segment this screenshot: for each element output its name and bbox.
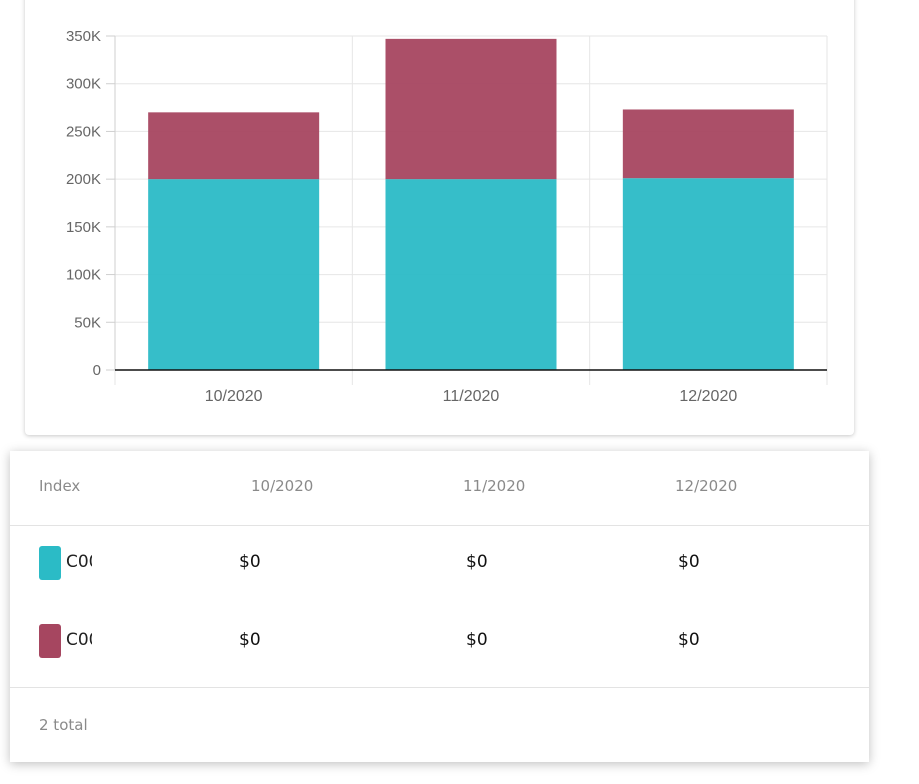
header-col-3[interactable]: 12/2020 [675,477,738,495]
bar-segment [385,179,557,370]
bar-segment [148,179,320,370]
table-cell: $0 [239,552,261,572]
data-table: Index 10/2020 11/2020 12/2020 C00 $0 $0 … [10,451,869,762]
y-tick-label: 100K [66,267,101,284]
row-count: 2 total [39,716,88,734]
y-tick-label: 150K [66,219,101,236]
x-tick-label: 11/2020 [443,388,500,405]
table-header: Index 10/2020 11/2020 12/2020 [10,451,869,526]
y-tick-label: 300K [66,76,101,93]
chart-card: 0 50K 100K 150K 200K 250K 300K 350K 10/2020 11/20… [25,0,854,435]
y-tick-label: 350K [66,28,101,45]
row-label: C00 [66,552,92,572]
y-tick-label: 0 [93,362,101,379]
stacked-bar-chart: 0 50K 100K 150K 200K 250K 300K 350K 10/2020 11/20… [66,28,828,405]
bar-segment [385,38,557,180]
y-tick-label: 200K [66,171,101,188]
table-cell: $0 [678,552,700,572]
table-footer: 2 total [10,687,869,763]
bar-segment [622,109,794,179]
header-col-2[interactable]: 11/2020 [463,477,526,495]
y-tick-label: 50K [74,314,101,331]
series-color-swatch [39,546,61,580]
header-col-1[interactable]: 10/2020 [251,477,314,495]
bar-segment [148,112,320,180]
x-tick-label: 12/2020 [679,388,737,405]
header-index[interactable]: Index [39,477,81,495]
x-tick-label: 10/2020 [205,388,263,405]
y-tick-label: 250K [66,123,101,140]
table-cell: $0 [239,630,261,650]
table-cell: $0 [678,630,700,650]
bar-segment [622,178,794,370]
table-cell: $0 [466,552,488,572]
row-label: C00 [66,630,92,650]
table-cell: $0 [466,630,488,650]
table-row[interactable]: C00 $0 $0 $0 [10,603,869,681]
series-color-swatch [39,624,61,658]
table-row[interactable]: C00 $0 $0 $0 [10,525,869,603]
